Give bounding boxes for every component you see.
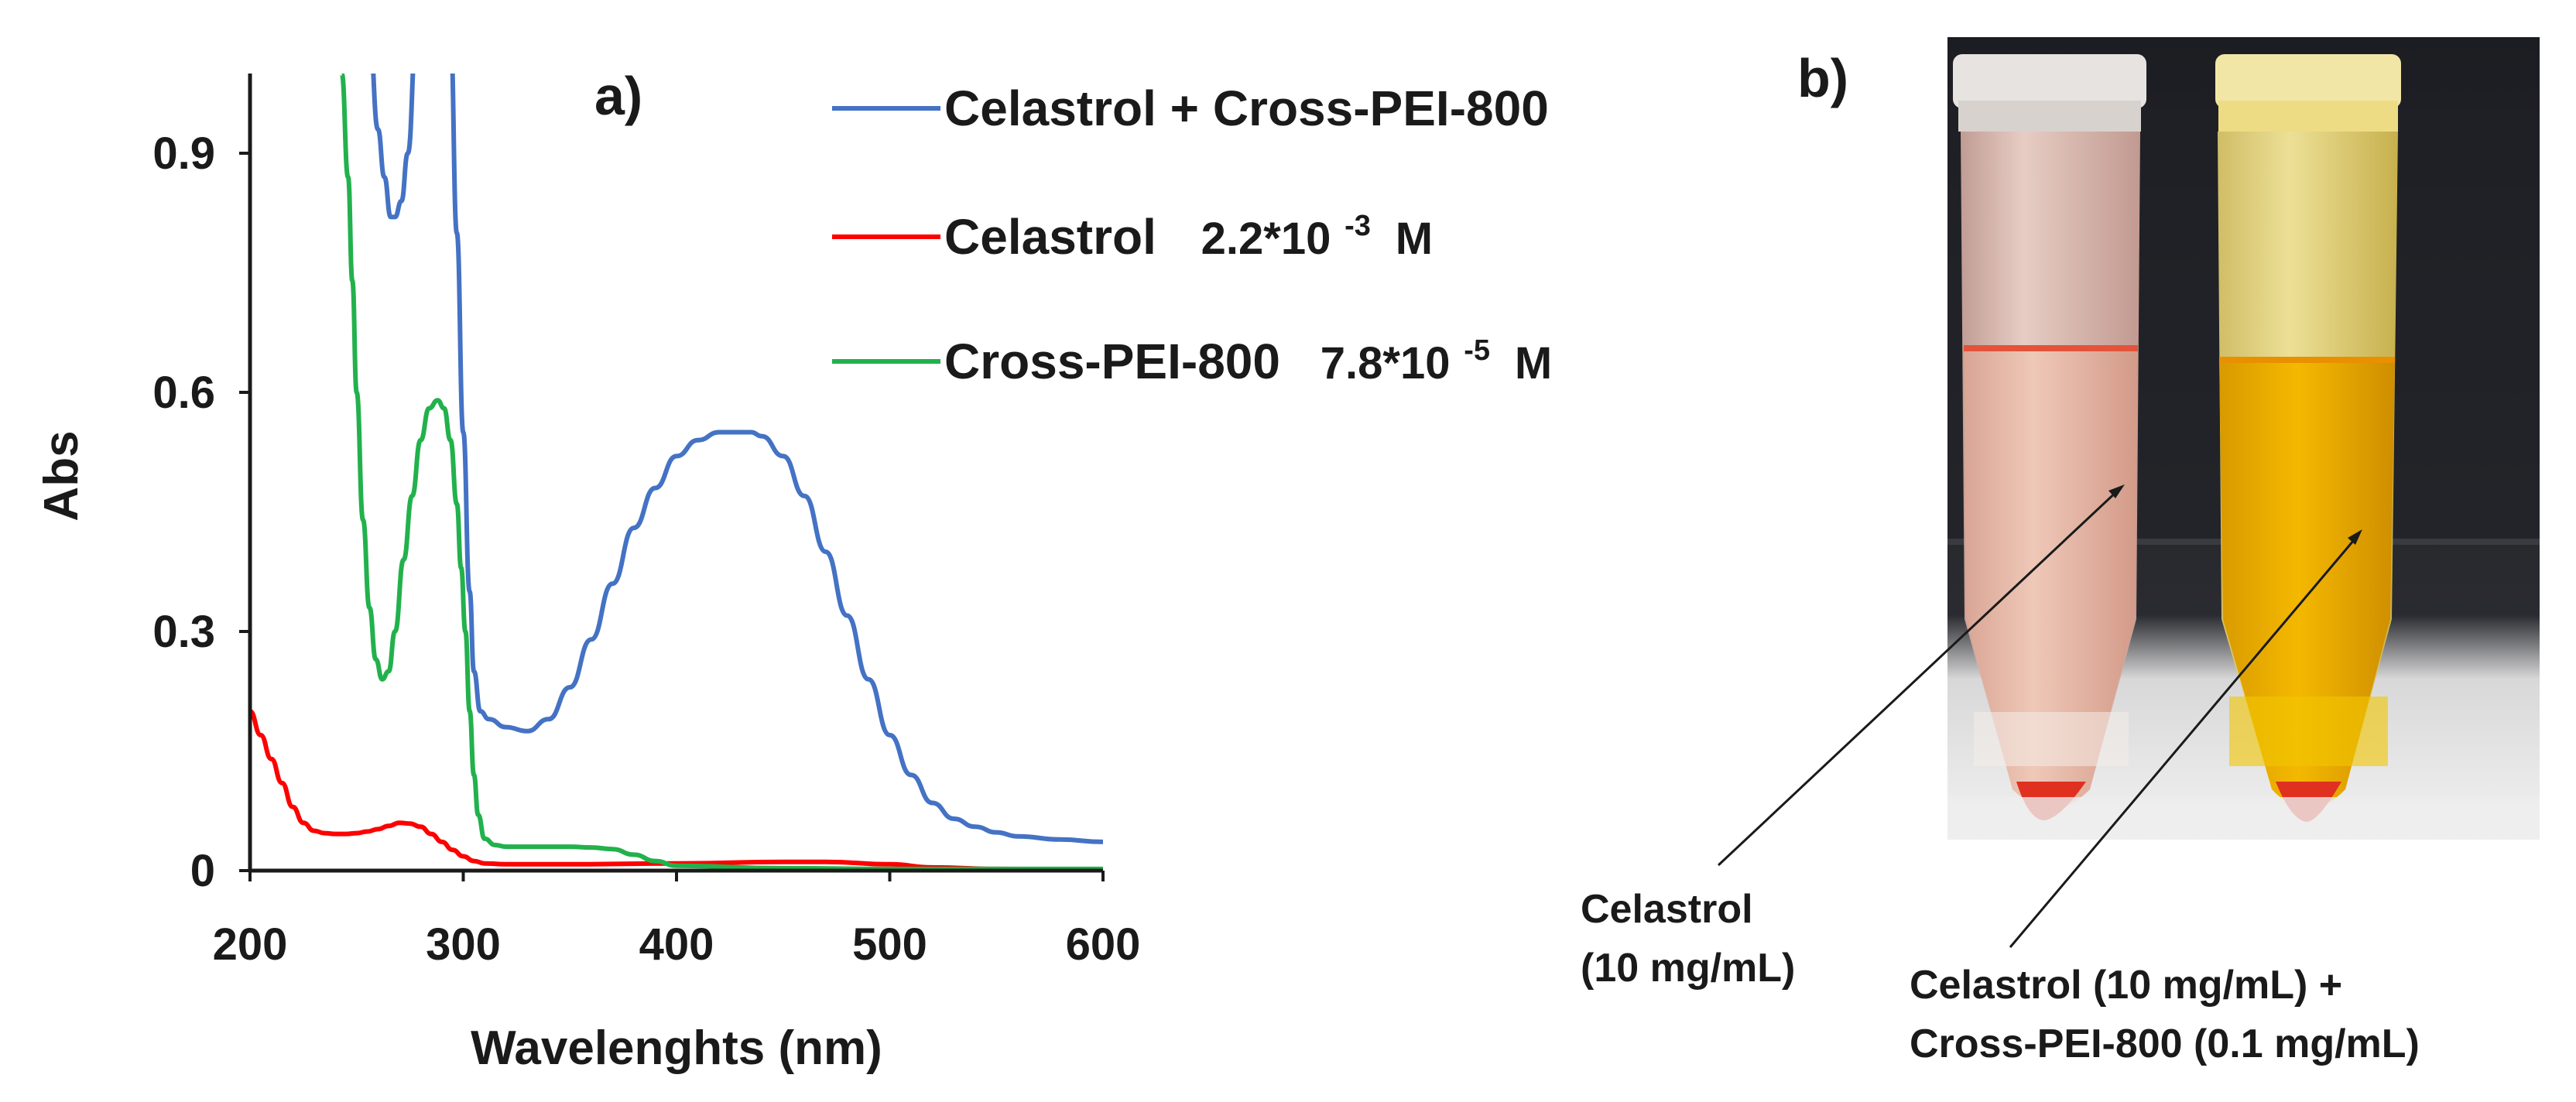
tube-photo-panel: b) bbox=[1581, 37, 2540, 1066]
right-tube-cap bbox=[2215, 54, 2401, 108]
legend-label-0: Celastrol + Cross-PEI-800 bbox=[944, 80, 1549, 136]
series-line-1 bbox=[250, 709, 1103, 871]
x-ticks: 200 300 400 500 600 bbox=[213, 871, 1141, 970]
y-tick-label-2: 0.6 bbox=[152, 368, 215, 418]
legend-label-1-unit: M bbox=[1396, 214, 1433, 264]
y-tick-label-3: 0.9 bbox=[152, 128, 215, 179]
right-tube-lower-band bbox=[2229, 696, 2388, 766]
arrow-left bbox=[1717, 488, 2121, 867]
legend-label-2: Cross-PEI-800 7.8*10 -5 M bbox=[944, 315, 1552, 389]
series-line-2 bbox=[339, 74, 1103, 871]
right-tube bbox=[2215, 54, 2401, 822]
x-axis-title: Wavelenghts (nm) bbox=[471, 1022, 882, 1075]
y-axis-title: Abs bbox=[35, 430, 88, 521]
x-tick-label-2: 400 bbox=[639, 919, 714, 970]
photo-cloth bbox=[1947, 797, 2540, 840]
caption-celastrol-line-2: (10 mg/mL) bbox=[1581, 946, 1795, 991]
left-tube-liquid bbox=[1964, 348, 2138, 809]
y-tick-label-1: 0.3 bbox=[152, 607, 215, 657]
right-tube-cap-rim bbox=[2218, 101, 2398, 132]
series-layer bbox=[250, 74, 1103, 871]
left-tube-cap bbox=[1953, 54, 2146, 108]
x-tick-label-1: 300 bbox=[426, 919, 501, 970]
caption-celastrol-line-1: Celastrol bbox=[1581, 887, 1753, 932]
legend-label-2-conc: 7.8*10 bbox=[1321, 338, 1451, 388]
legend-label-2-main: Cross-PEI-800 bbox=[944, 334, 1280, 389]
x-tick-label-4: 600 bbox=[1066, 919, 1141, 970]
series-line-0 bbox=[371, 74, 1103, 844]
y-ticks: 0 0.3 0.6 0.9 bbox=[152, 128, 250, 896]
arrow-left-head bbox=[2108, 484, 2125, 498]
arrow-right bbox=[2009, 535, 2359, 948]
uv-vis-chart: 200 300 400 500 600 0 0.3 0.6 0.9 Wavelenghts (… bbox=[35, 66, 1552, 1075]
caption-celastrol-pei: Celastrol (10 mg/mL) + Cross-PEI-800 (0.… bbox=[1910, 963, 2420, 1066]
caption-celastrol-pei-line-1: Celastrol (10 mg/mL) + bbox=[1910, 963, 2342, 1008]
left-tube bbox=[1953, 54, 2146, 820]
arrow-right-head bbox=[2348, 529, 2362, 545]
annotation-arrows bbox=[1717, 484, 2362, 948]
panel-label-a: a) bbox=[594, 66, 642, 126]
legend-label-0-main: Celastrol + Cross-PEI-800 bbox=[944, 80, 1549, 136]
x-tick-label-3: 500 bbox=[852, 919, 927, 970]
legend-label-1-exp: -3 bbox=[1345, 210, 1371, 242]
legend-label-1: Celastrol 2.2*10 -3 M bbox=[944, 190, 1433, 265]
left-tube-cap-rim bbox=[1958, 101, 2141, 132]
caption-celastrol-pei-line-2: Cross-PEI-800 (0.1 mg/mL) bbox=[1910, 1022, 2420, 1066]
x-tick-label-0: 200 bbox=[213, 919, 288, 970]
legend-label-1-main: Celastrol bbox=[944, 209, 1156, 265]
caption-celastrol: Celastrol (10 mg/mL) bbox=[1581, 887, 1795, 991]
chart-legend: Celastrol + Cross-PEI-800 Celastrol 2.2*… bbox=[832, 80, 1552, 389]
photo-image bbox=[1947, 37, 2540, 840]
left-tube-white-band bbox=[1974, 712, 2129, 766]
legend-label-2-unit: M bbox=[1515, 338, 1552, 388]
legend-label-2-exp: -5 bbox=[1464, 334, 1490, 367]
y-tick-label-0: 0 bbox=[190, 846, 215, 896]
legend-label-1-conc: 2.2*10 bbox=[1201, 214, 1331, 264]
panel-label-b: b) bbox=[1797, 48, 1848, 108]
